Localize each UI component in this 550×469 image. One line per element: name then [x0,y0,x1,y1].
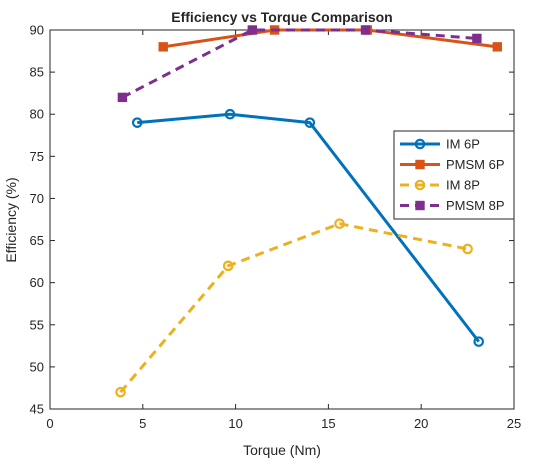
x-tick-label: 10 [228,416,242,431]
y-tick-label: 75 [30,149,44,164]
legend-item-im-8p: IM 8P [400,178,480,193]
legend-item-im-6p: IM 6P [400,137,480,152]
y-tick-label: 85 [30,65,44,80]
series-line-im-8p [119,222,468,394]
plot-area: 0 5 10 15 20 25 45 50 55 60 65 70 75 80 85 90 [30,23,522,432]
data-point-pmsm-6p [158,42,168,52]
legend-item-pmsm-6p: PMSM 6P [400,157,505,172]
data-point-pmsm-8p [247,25,258,35]
y-axis-label: Efficiency (%) [3,177,19,262]
x-tick-label: 25 [507,416,521,431]
data-point-im-8p [334,218,345,230]
data-point-im-6p [304,117,316,128]
data-point-pmsm-8p [472,33,482,44]
series-im-8p [115,218,473,398]
x-tick-label: 5 [139,416,146,431]
y-tick-label: 70 [30,191,44,206]
y-tick-label: 90 [30,23,44,38]
x-axis-label: Torque (Nm) [243,442,321,458]
data-point-im-8p [115,386,126,398]
data-point-im-6p [131,117,143,128]
series-line-im-6p [137,112,480,343]
legend-marker-im-8p [414,179,426,191]
legend-box [393,130,515,220]
y-tick-label: 80 [30,107,44,122]
x-tick-label: 0 [46,416,53,431]
data-point-im-8p [222,260,234,272]
legend-label-pmsm-6p: PMSM 6P [446,157,505,172]
y-tick-label: 65 [30,233,44,248]
legend-item-pmsm-8p: PMSM 8P [400,198,505,213]
y-tick-label: 55 [30,317,44,332]
data-point-im-6p [224,108,236,120]
legend-marker-pmsm-8p [415,200,425,211]
chart-title: Efficiency vs Torque Comparison [171,9,392,25]
data-point-pmsm-8p [360,25,371,35]
x-tick-label: 20 [414,416,428,431]
data-point-im-8p [462,243,473,255]
y-tick-label: 50 [30,359,44,374]
legend-label-pmsm-8p: PMSM 8P [446,198,505,213]
legend-label-im-8p: IM 8P [446,178,480,193]
legend-label-im-6p: IM 6P [446,137,480,152]
series-pmsm-8p [117,25,482,103]
data-point-im-6p [473,336,485,347]
legend-marker-pmsm-6p [415,159,425,170]
series-line-pmsm-8p [121,28,477,99]
legend: IM 6P PMSM 6P IM 8P PMSM 8P [393,130,515,220]
y-tick-label: 60 [30,275,44,290]
x-tick-label: 15 [321,416,335,431]
series-im-6p [131,108,485,347]
y-tick-label: 45 [30,402,44,417]
legend-marker-im-6p [414,138,426,150]
data-point-pmsm-6p [492,42,502,52]
data-point-pmsm-8p [117,92,128,103]
